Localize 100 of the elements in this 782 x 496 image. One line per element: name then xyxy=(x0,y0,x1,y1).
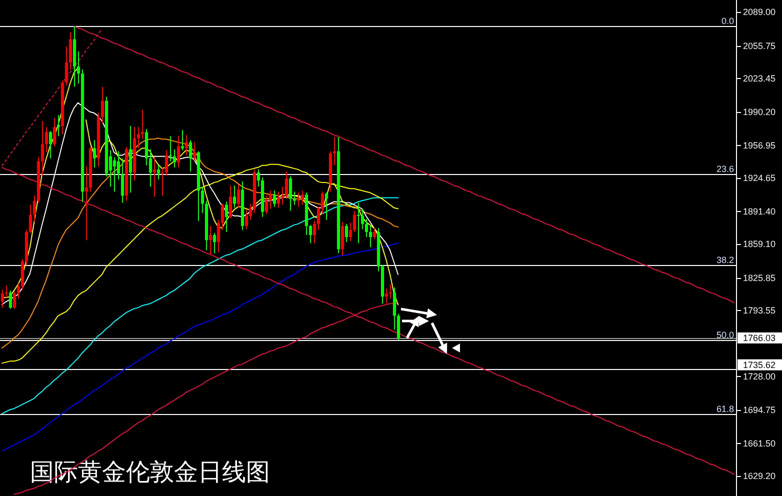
candlestick xyxy=(33,195,36,222)
candlestick xyxy=(173,148,176,168)
candlestick xyxy=(65,46,68,86)
y-tick-label: 1990.20 xyxy=(743,106,776,117)
candlestick xyxy=(325,192,328,220)
candlestick xyxy=(181,130,184,151)
candlestick xyxy=(313,220,316,244)
candlestick xyxy=(117,150,120,180)
candlestick xyxy=(153,156,156,198)
candlestick xyxy=(225,201,228,232)
candlestick xyxy=(137,126,140,149)
candlestick xyxy=(353,210,356,232)
candlestick xyxy=(141,109,144,140)
candlestick xyxy=(349,222,352,242)
y-tick-label: 1859.10 xyxy=(743,239,776,250)
candlestick xyxy=(29,204,32,234)
y-tick-label: 1694.75 xyxy=(743,405,776,416)
candlestick xyxy=(17,282,20,300)
candlestick xyxy=(333,136,336,166)
candlestick xyxy=(309,224,312,244)
candlestick xyxy=(9,290,12,310)
candlestick xyxy=(369,224,372,248)
candlestick xyxy=(169,136,172,162)
y-tick-label: 1661.50 xyxy=(743,438,776,449)
candlestick xyxy=(233,185,236,208)
candlestick xyxy=(341,221,344,256)
candlestick xyxy=(201,186,204,214)
line-series xyxy=(2,197,398,414)
candlestick xyxy=(293,191,296,206)
candlestick xyxy=(177,136,180,168)
candlestick xyxy=(269,190,272,210)
candlestick xyxy=(221,203,224,230)
y-tick-label: 1924.65 xyxy=(743,173,776,184)
candlestick xyxy=(185,134,188,156)
candlestick xyxy=(13,291,16,310)
candlestick xyxy=(101,86,104,124)
annotation: 61.8 xyxy=(716,404,734,414)
candlestick xyxy=(265,195,268,214)
candlestick xyxy=(365,218,368,238)
candlestick xyxy=(157,164,160,180)
candlestick xyxy=(277,191,280,208)
y-tick-label: 1956.95 xyxy=(743,140,776,150)
candlestick xyxy=(161,168,164,196)
candlestick xyxy=(373,227,376,240)
candlestick xyxy=(245,209,248,230)
annotation: 0.0 xyxy=(721,16,734,26)
y-tick-label: 1735.62 xyxy=(743,360,776,370)
candlestick xyxy=(357,202,360,244)
candlestick xyxy=(345,223,348,243)
candlestick xyxy=(209,225,212,256)
candlestick xyxy=(217,219,220,253)
y-tick-label: 1629.20 xyxy=(743,471,776,482)
line-series xyxy=(2,138,398,349)
candlestick xyxy=(5,284,8,298)
y-tick-label: 2055.75 xyxy=(743,40,776,51)
annotation: 50.0 xyxy=(716,330,734,340)
candlestick xyxy=(57,114,60,137)
candlestick xyxy=(129,126,132,194)
candlestick xyxy=(77,50,80,84)
y-tick-label: 2023.45 xyxy=(743,73,776,84)
candlestick xyxy=(165,150,168,176)
candlestick xyxy=(229,185,232,218)
candlestick xyxy=(393,287,396,330)
candlestick xyxy=(1,289,4,308)
y-tick-label: 1891.40 xyxy=(743,206,776,217)
candlestick xyxy=(301,190,304,206)
candlestick xyxy=(273,190,276,208)
candlestick xyxy=(193,142,196,161)
candlestick xyxy=(121,158,124,204)
candlestick xyxy=(189,140,192,172)
candlestick xyxy=(213,232,216,254)
line-series xyxy=(2,242,398,452)
candlestick xyxy=(289,176,292,212)
candlestick xyxy=(317,206,320,230)
annotation: 23.6 xyxy=(716,164,734,174)
candlestick xyxy=(249,203,252,220)
y-tick-label: 1793.55 xyxy=(743,305,776,316)
candlestick xyxy=(149,148,152,188)
y-tick-label: 2089.00 xyxy=(743,7,776,18)
candlestick xyxy=(281,186,284,206)
annotation: 38.2 xyxy=(716,255,734,265)
candlestick xyxy=(93,140,96,168)
candlestick xyxy=(69,32,72,70)
y-tick-label: 1825.85 xyxy=(743,272,776,283)
candlestick xyxy=(285,170,288,198)
candlestick xyxy=(53,117,56,147)
candlestick xyxy=(113,156,116,192)
candlestick xyxy=(41,120,44,176)
y-tick-label: 1728.00 xyxy=(743,372,776,382)
candlestick xyxy=(85,166,88,241)
candlestick xyxy=(237,184,240,208)
candlestick xyxy=(389,284,392,300)
candlestick xyxy=(385,288,388,304)
candlestick xyxy=(49,130,52,159)
candlestick xyxy=(361,208,364,230)
y-tick-label: 1766.03 xyxy=(743,333,776,344)
candlestick xyxy=(297,192,300,208)
candlestick xyxy=(397,313,400,340)
candlestick xyxy=(321,191,324,214)
candlestick xyxy=(257,168,260,188)
